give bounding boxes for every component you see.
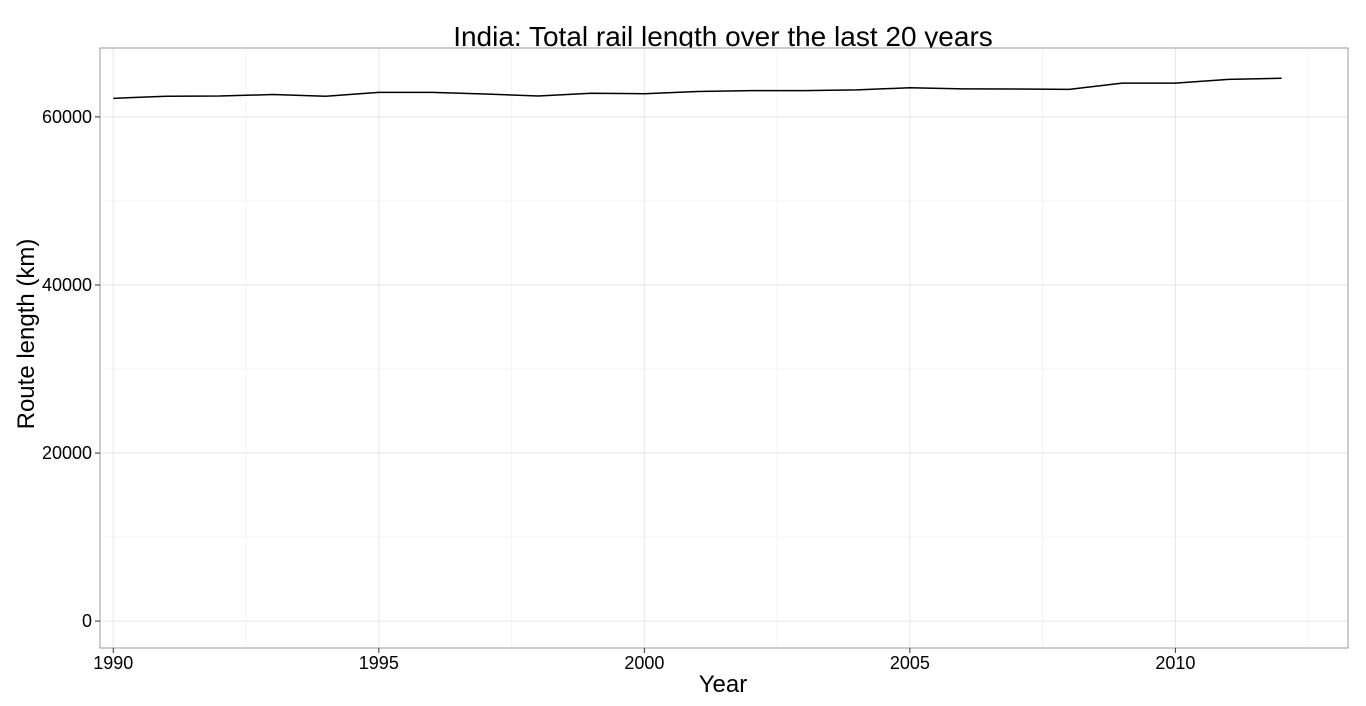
rail-length-line xyxy=(113,77,1282,100)
plot-panel xyxy=(99,47,1349,649)
x-tick-label: 2010 xyxy=(1155,653,1195,673)
x-tick-label: 2000 xyxy=(624,653,664,673)
chart-title: India: Total rail length over the last 2… xyxy=(453,21,993,52)
y-axis-title: Route length (km) xyxy=(13,239,40,430)
x-tick-label: 1990 xyxy=(93,653,133,673)
x-tick-label: 2005 xyxy=(890,653,930,673)
y-tick-label: 40000 xyxy=(42,275,92,295)
x-tick-label: 1995 xyxy=(359,653,399,673)
panel-border xyxy=(99,47,1349,649)
x-axis-title: Year xyxy=(699,671,748,698)
major-gridlines xyxy=(100,48,1348,648)
minor-gridlines xyxy=(100,48,1348,648)
y-axis: 0 20000 40000 60000 xyxy=(42,107,100,631)
panel-background xyxy=(100,48,1348,648)
x-axis: 1990 1995 2000 2005 2010 xyxy=(93,648,1195,673)
y-tick-label: 20000 xyxy=(42,443,92,463)
y-tick-label: 0 xyxy=(82,611,92,631)
y-tick-label: 60000 xyxy=(42,107,92,127)
